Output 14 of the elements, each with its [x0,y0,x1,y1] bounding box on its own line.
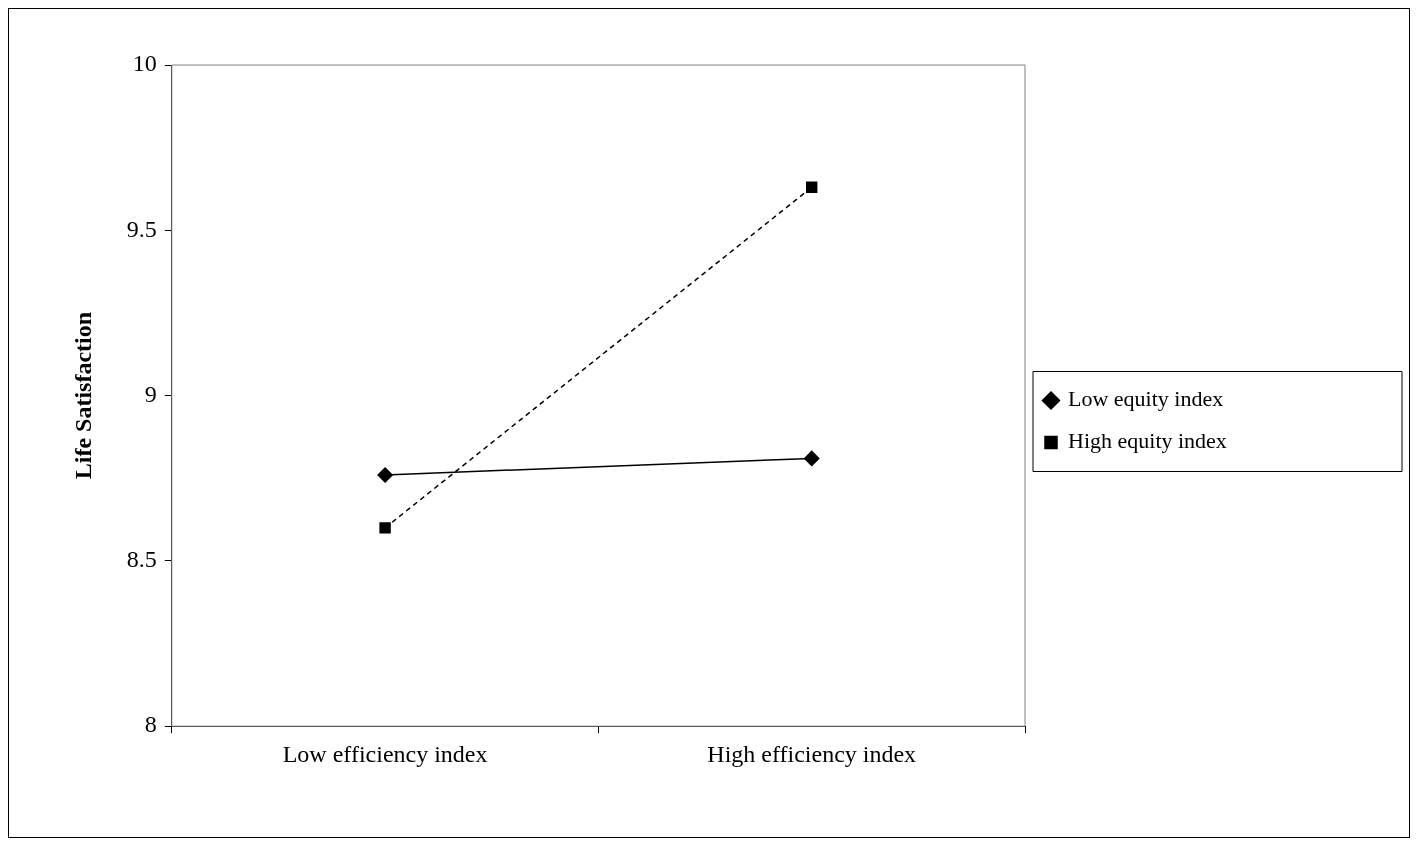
y-tick-label: 9.5 [126,215,157,242]
y-tick-label: 8.5 [126,546,157,573]
y-axis-title: Life Satisfaction [69,311,96,480]
x-tick-label: High efficiency index [707,740,917,767]
legend-label: Low equity index [1068,386,1224,412]
point [379,522,391,534]
y-tick-label: 8 [144,711,157,738]
x-tick-label: Low efficiency index [282,740,488,767]
point [377,467,393,483]
y-tick-label: 9 [144,380,157,407]
legend-label: High equity index [1068,428,1227,454]
y-tick-label: 10 [132,50,157,77]
point [806,181,818,194]
point [803,450,820,467]
